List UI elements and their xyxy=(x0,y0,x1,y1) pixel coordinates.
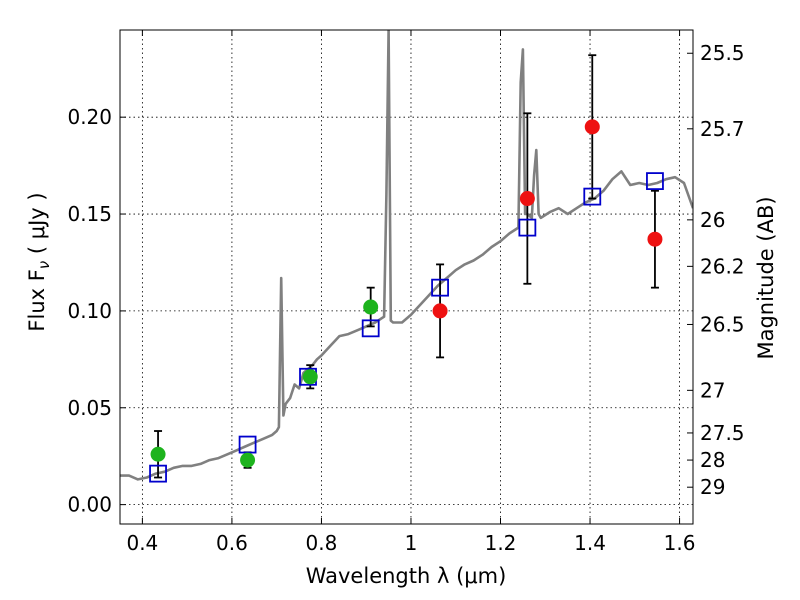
y-axis: 0.00 0.05 0.10 0.15 0.20 xyxy=(67,105,126,517)
ground-flux-point xyxy=(363,299,379,315)
y2-axis-label: Magnitude (AB) xyxy=(754,196,778,359)
space-flux-point xyxy=(584,119,600,135)
model-square-point xyxy=(431,278,449,297)
y2-tick-label: 29 xyxy=(700,475,725,499)
y2-tick-label: 26.2 xyxy=(700,254,745,278)
model-square-point xyxy=(149,464,167,483)
plot-series xyxy=(120,30,693,483)
ground-flux-point xyxy=(150,446,166,462)
model-square-point xyxy=(583,187,602,206)
plot-area xyxy=(120,30,693,483)
x-axis: 0.4 0.6 0.8 1 1.2 1.4 1.6 xyxy=(126,30,695,555)
y2-tick-label: 27 xyxy=(700,378,725,402)
space-flux-point xyxy=(647,231,663,247)
y2-axis: 25.5 25.7 26 26.2 26.5 27 27.5 28 29 xyxy=(687,41,745,499)
y-tick-label: 0.15 xyxy=(67,202,112,226)
y2-tick-label: 25.5 xyxy=(700,41,745,65)
model-square-point xyxy=(518,218,537,237)
x-tick-label: 1.4 xyxy=(574,531,606,555)
y2-tick-label: 26.5 xyxy=(700,312,745,336)
axes-frame xyxy=(119,29,694,525)
ground-flux-point xyxy=(240,452,256,468)
model-square-point xyxy=(646,172,664,191)
x-tick-label: 1.6 xyxy=(664,531,696,555)
y2-tick-label: 26 xyxy=(700,208,725,232)
x-tick-label: 1.2 xyxy=(485,531,517,555)
y2-tick-label: 28 xyxy=(700,448,725,472)
grid xyxy=(120,30,693,524)
y-tick-label: 0.10 xyxy=(67,299,112,323)
x-tick-label: 0.6 xyxy=(216,531,248,555)
space-flux-point xyxy=(519,191,535,207)
space-flux-point xyxy=(432,303,448,319)
model-square-point xyxy=(361,319,380,338)
x-tick-label: 1 xyxy=(405,531,418,555)
y2-tick-label: 25.7 xyxy=(700,117,745,141)
ground-flux-point xyxy=(302,369,318,385)
x-axis-label: Wavelength λ (μm) xyxy=(306,564,507,588)
y-tick-label: 0.20 xyxy=(67,105,112,129)
x-tick-label: 0.8 xyxy=(306,531,338,555)
y-axis-label: Flux Fν ( μJy ) xyxy=(25,192,53,331)
spectrum-line xyxy=(120,30,693,481)
y-tick-label: 0.00 xyxy=(67,493,112,517)
x-tick-label: 0.4 xyxy=(126,531,158,555)
y2-tick-label: 27.5 xyxy=(700,421,745,445)
y-tick-label: 0.05 xyxy=(67,396,112,420)
